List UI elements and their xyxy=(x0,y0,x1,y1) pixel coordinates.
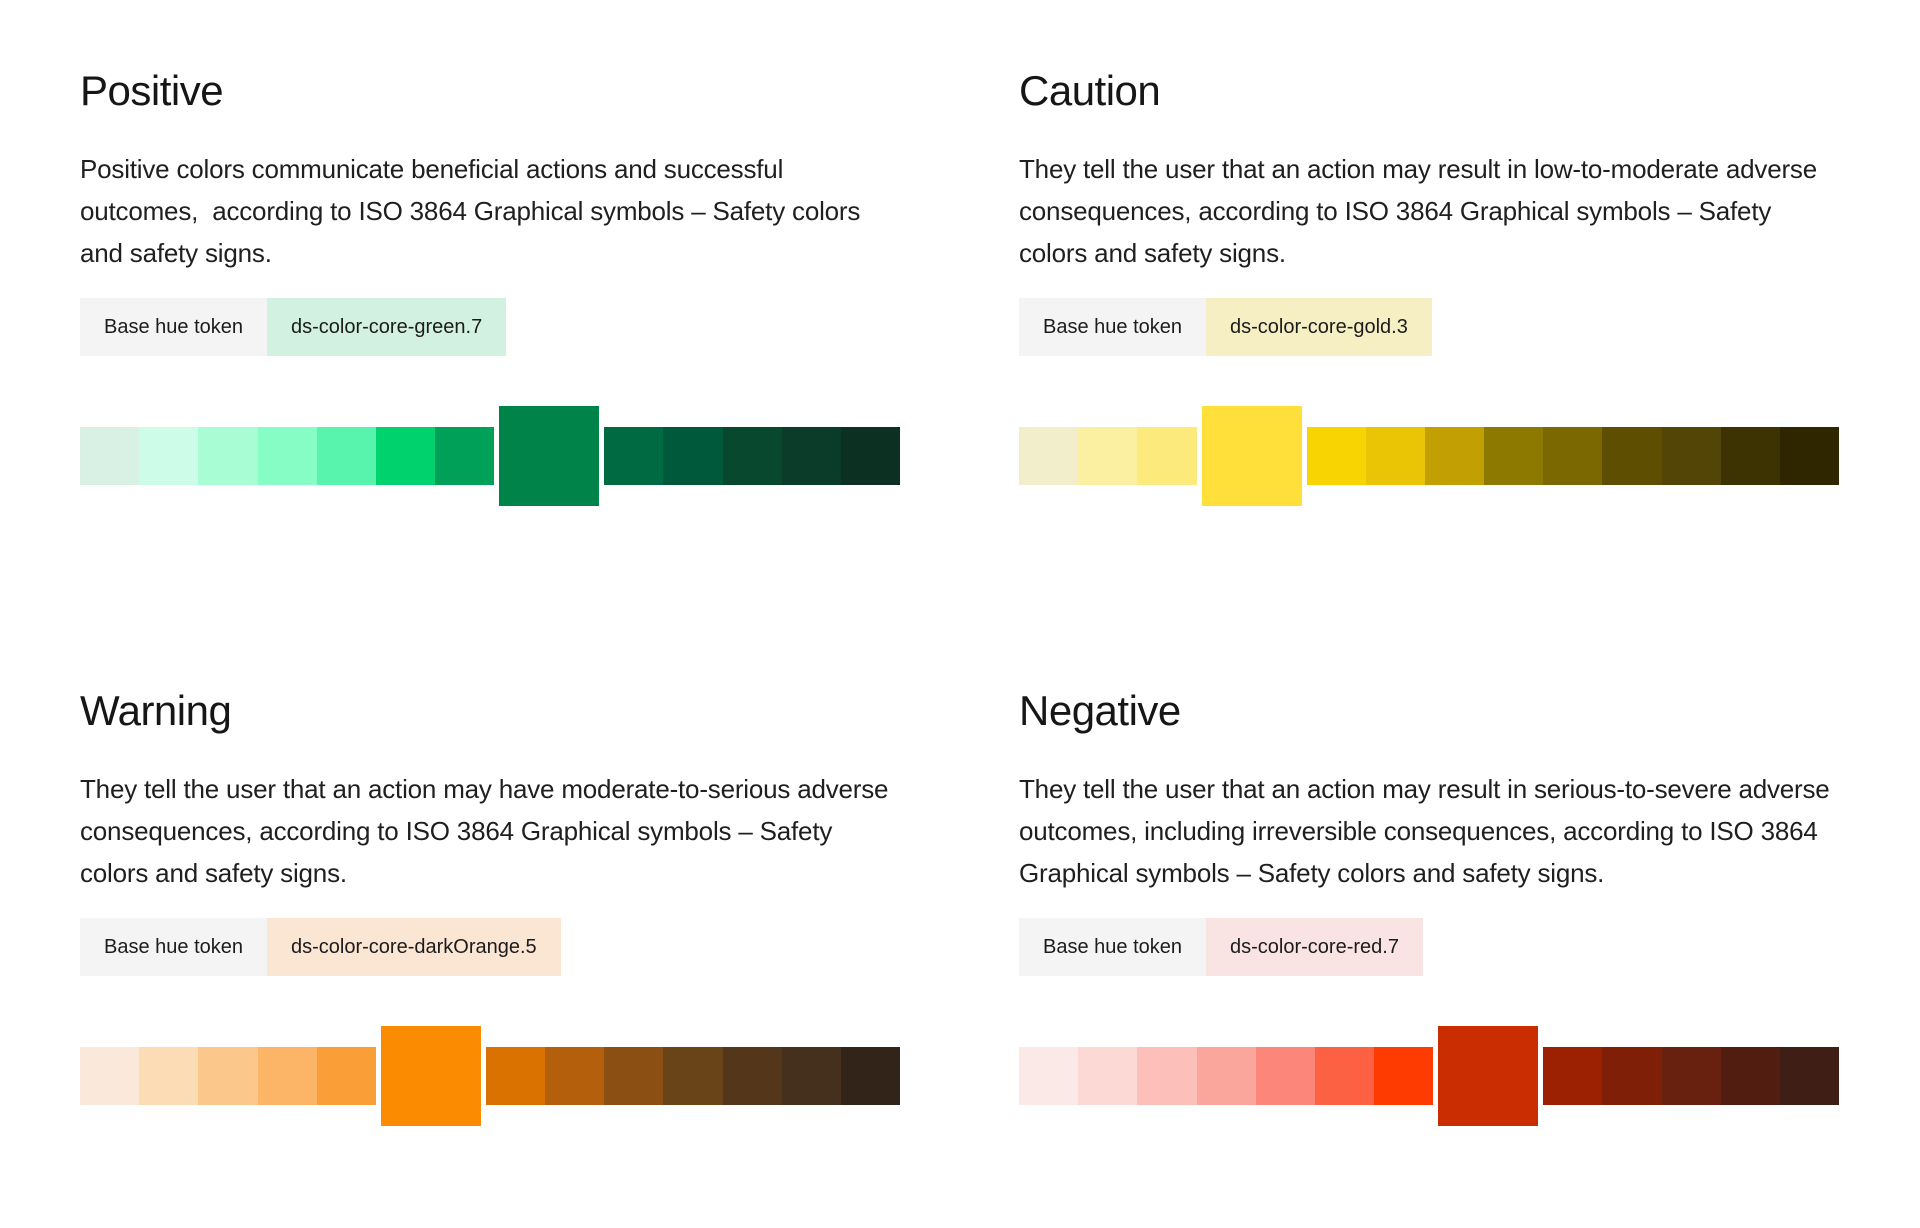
chip-token-value: ds-color-core-gold.3 xyxy=(1206,298,1432,356)
sections-grid: Positive Positive colors communicate ben… xyxy=(80,66,1920,1126)
color-swatch xyxy=(1137,427,1197,485)
color-swatch xyxy=(485,1047,546,1105)
chip-label: Base hue token xyxy=(80,298,267,356)
base-hue-token-chip: Base hue token ds-color-core-gold.3 xyxy=(1019,298,1432,356)
section-positive: Positive Positive colors communicate ben… xyxy=(80,66,901,506)
chip-token-value: ds-color-core-red.7 xyxy=(1206,918,1423,976)
section-description: They tell the user that an action may re… xyxy=(1019,154,1825,268)
color-scale-strip xyxy=(1019,1026,1840,1126)
color-swatch xyxy=(316,1047,376,1105)
color-swatch xyxy=(80,427,140,485)
section-warning: Warning They tell the user that an actio… xyxy=(80,686,901,1126)
color-swatch xyxy=(1484,427,1544,485)
color-swatch xyxy=(1078,427,1138,485)
section-description: They tell the user that an action may ha… xyxy=(80,774,896,888)
chip-token-value: ds-color-core-darkOrange.5 xyxy=(267,918,561,976)
color-swatch xyxy=(1365,427,1425,485)
base-hue-token-chip: Base hue token ds-color-core-darkOrange.… xyxy=(80,918,561,976)
color-swatch xyxy=(1720,1047,1780,1105)
color-swatch xyxy=(1078,1047,1138,1105)
base-color-swatch xyxy=(380,1026,481,1126)
color-swatch xyxy=(545,1047,605,1105)
chip-label: Base hue token xyxy=(80,918,267,976)
base-color-swatch xyxy=(1201,406,1302,506)
color-swatch xyxy=(1661,427,1721,485)
color-swatch xyxy=(198,1047,258,1105)
color-swatch xyxy=(781,1047,841,1105)
color-swatch xyxy=(604,427,664,485)
base-hue-token-chip: Base hue token ds-color-core-red.7 xyxy=(1019,918,1423,976)
color-swatch xyxy=(139,1047,199,1105)
color-swatch xyxy=(316,427,376,485)
color-swatch xyxy=(1137,1047,1197,1105)
chip-label: Base hue token xyxy=(1019,918,1206,976)
base-color-swatch xyxy=(1438,1026,1539,1126)
section-description: Positive colors communicate beneficial a… xyxy=(80,154,868,268)
color-swatch xyxy=(1314,1047,1375,1105)
color-swatch xyxy=(1374,1047,1434,1105)
color-swatch xyxy=(1543,427,1603,485)
color-swatch xyxy=(1196,1047,1256,1105)
color-swatch xyxy=(375,427,436,485)
chip-label: Base hue token xyxy=(1019,298,1206,356)
color-swatch xyxy=(1019,1047,1079,1105)
base-color-swatch xyxy=(499,406,600,506)
color-scale-strip xyxy=(80,1026,901,1126)
color-swatch xyxy=(139,427,199,485)
section-negative: Negative They tell the user that an acti… xyxy=(1019,686,1840,1126)
color-swatch xyxy=(840,1047,901,1105)
color-swatch xyxy=(1602,427,1662,485)
color-swatch xyxy=(198,427,258,485)
section-title: Caution xyxy=(1019,67,1161,114)
color-swatch xyxy=(1306,427,1366,485)
color-swatch xyxy=(781,427,841,485)
chip-token-value: ds-color-core-green.7 xyxy=(267,298,507,356)
color-swatch xyxy=(1424,427,1485,485)
color-swatch xyxy=(663,1047,723,1105)
section-title: Negative xyxy=(1019,687,1181,734)
section-caution: Caution They tell the user that an actio… xyxy=(1019,66,1840,506)
color-scale-strip xyxy=(1019,406,1840,506)
color-swatch xyxy=(1720,427,1780,485)
section-title: Warning xyxy=(80,687,232,734)
color-swatch xyxy=(1661,1047,1721,1105)
color-swatch xyxy=(663,427,723,485)
color-swatch xyxy=(257,427,317,485)
color-swatch xyxy=(722,427,782,485)
color-swatch xyxy=(1019,427,1079,485)
color-swatch xyxy=(722,1047,782,1105)
color-swatch xyxy=(840,427,901,485)
section-description: They tell the user that an action may re… xyxy=(1019,774,1837,888)
page: Positive Positive colors communicate ben… xyxy=(80,66,1920,1126)
base-hue-token-chip: Base hue token ds-color-core-green.7 xyxy=(80,298,507,356)
color-swatch xyxy=(435,427,495,485)
color-swatch xyxy=(1255,1047,1315,1105)
color-swatch xyxy=(604,1047,664,1105)
section-title: Positive xyxy=(80,67,224,114)
color-swatch xyxy=(257,1047,317,1105)
color-swatch xyxy=(1779,1047,1840,1105)
color-swatch xyxy=(1779,427,1840,485)
color-swatch xyxy=(80,1047,140,1105)
color-swatch xyxy=(1543,1047,1603,1105)
color-swatch xyxy=(1602,1047,1662,1105)
color-scale-strip xyxy=(80,406,901,506)
